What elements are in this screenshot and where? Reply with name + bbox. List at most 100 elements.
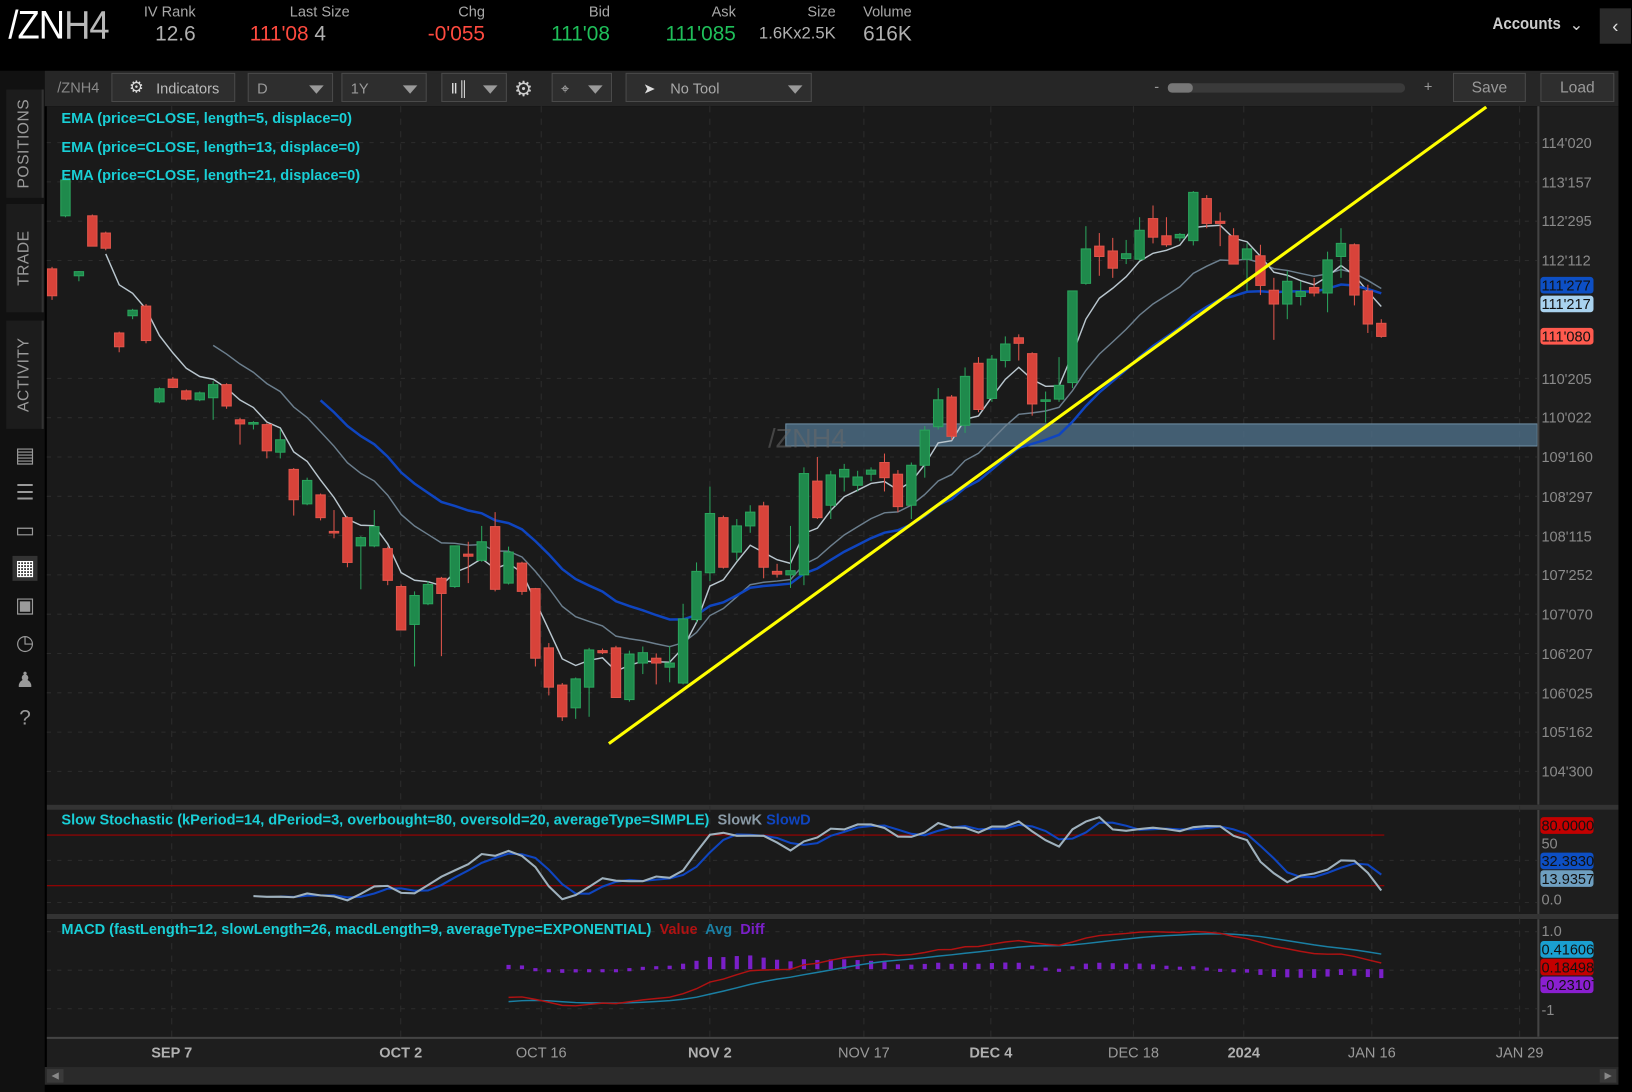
help-icon[interactable]: ? [19,706,31,730]
save-button[interactable]: Save [1452,72,1526,103]
monitor-icon[interactable]: ▤ [15,444,35,468]
dropdown-arrow-icon [309,85,324,94]
panel-divider[interactable] [46,913,1619,920]
macd-diff-bar [788,961,793,970]
toolbar-symbol[interactable]: /ZNH4 [57,79,100,96]
candle-body [1308,286,1320,294]
candle-body [919,429,930,466]
scroll-left-arrow-icon[interactable]: ◀ [46,1069,64,1083]
price-band-drawing[interactable]: /ZNH4 [768,423,1538,454]
candle [409,591,420,667]
stochastic-label[interactable]: Slow Stochastic (kPeriod=14, dPeriod=3, … [61,811,810,828]
macd-diff-bar [533,968,538,972]
candle [261,423,273,459]
trendline-drawing[interactable] [607,106,1488,745]
candle-body [382,548,393,581]
price-axis[interactable] [1537,106,1621,805]
macd-diff-bar [707,957,713,970]
scroll-right-arrow-icon[interactable]: ▶ [1599,1069,1617,1083]
zoom-in-button[interactable]: + [1423,78,1433,95]
price-panel[interactable] [46,106,1538,805]
date-tick-label: OCT 16 [515,1044,567,1061]
indicators-button[interactable]: ⚙ Indicators [111,72,236,103]
candle-body [771,570,783,575]
candle [825,470,836,520]
macd-diff-bar [1070,966,1075,970]
ema21-label[interactable]: EMA (price=CLOSE, length=21, displace=0) [61,166,361,184]
macd-diff-bar [1191,966,1196,970]
candle-body [127,309,138,317]
price-tick-label: 108'115 [1541,527,1592,544]
zoom-slider[interactable] [1167,83,1406,93]
volume-field: Volume 616K [851,2,912,48]
macd-diff-bar [1365,969,1370,978]
grid-icon[interactable]: ▣ [15,594,35,618]
candle-body [1161,235,1172,246]
macd-diff-bar [1379,969,1384,979]
tab-trade[interactable]: TRADE [6,204,44,313]
macd-avg-line [508,933,1382,1004]
candle [691,562,702,623]
macd-panel[interactable] [46,919,1538,1037]
candle-body [516,562,528,592]
field-label: Last Size [289,3,350,20]
chart-type-select[interactable]: Ⅱ║ [441,72,507,103]
price-badge: 111'217 [1540,295,1594,313]
candle [1241,243,1253,291]
candle-body [865,469,877,475]
tv-icon[interactable]: ▭ [15,519,35,543]
price-tick-label: 105'162 [1541,723,1593,741]
candle-body [530,588,541,659]
chart-grid-icon[interactable]: ▦ [12,555,38,581]
chart-settings-gear-icon[interactable]: ⚙ [514,78,533,101]
slowk-legend: SlowK [717,810,763,828]
candle [1349,243,1360,306]
zoom-out-button[interactable]: - [1154,78,1160,95]
candle [1174,233,1186,242]
candle [516,561,528,595]
zoom-slider-thumb[interactable] [1167,83,1193,93]
candle-body [261,424,273,452]
candle-body [785,570,796,576]
candle [1322,251,1333,313]
load-button[interactable]: Load [1540,72,1615,103]
list-icon[interactable]: ☰ [15,481,35,505]
accounts-menu[interactable]: Accounts [1492,15,1561,34]
tab-activity[interactable]: ACTIVITY [6,320,44,429]
chevron-down-icon[interactable]: ⌄ [1569,16,1584,35]
candle [1214,212,1226,247]
macd-label[interactable]: MACD (fastLength=12, slowLength=26, macd… [61,920,764,937]
drawing-tool-select[interactable]: ➤ No Tool [625,72,812,103]
candle [852,470,863,492]
macd-diff-bar [1056,968,1062,972]
candle-body [758,505,769,568]
candle-body [1147,218,1159,238]
drawing-tools-select[interactable]: ⌖ [551,72,613,103]
candle-body [1174,233,1186,239]
candle-body [140,305,152,342]
candle [758,501,769,579]
dropdown-arrow-icon [588,85,603,94]
chevron-left-icon[interactable]: ‹ [1599,8,1631,44]
tab-positions[interactable]: POSITIONS [6,89,44,198]
people-icon[interactable]: ♟ [15,669,35,693]
clock-icon[interactable]: ◷ [15,631,35,655]
price-tick-label: 110'022 [1541,409,1592,427]
field-label: Bid [588,3,610,20]
horizontal-scrollbar[interactable]: ◀ ▶ [44,1067,1619,1085]
symbol-title: /ZNH4 [8,4,109,49]
trendline [607,106,1488,745]
last-size-field: Last Size 111'08 4 [250,2,350,48]
ema5-label[interactable]: EMA (price=CLOSE, length=5, displace=0) [61,109,352,126]
ema13-label[interactable]: EMA (price=CLOSE, length=13, displace=0) [61,138,361,156]
candle-body [1268,289,1280,305]
candle [328,510,340,539]
field-label: Volume [863,3,912,20]
candle [1362,284,1374,333]
aggregation-select[interactable]: D [247,72,334,103]
panel-divider[interactable] [46,804,1619,810]
candle-body [1214,220,1226,224]
candlestick-icon: Ⅱ║ [450,80,469,97]
timeframe-select[interactable]: 1Y [341,72,427,103]
candle [1161,217,1172,247]
